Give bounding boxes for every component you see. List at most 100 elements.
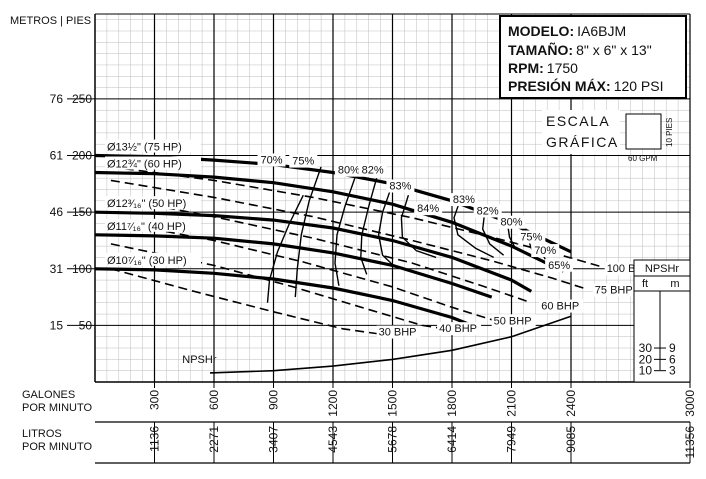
head-curve-label-bg <box>105 156 201 170</box>
x-axis-title-gpm: GALONES POR MINUTO <box>22 389 93 414</box>
efficiency-label-bg <box>545 258 574 272</box>
x-tick-label: 3000 <box>683 390 697 417</box>
efficiency-label: 82% <box>477 205 499 217</box>
info-model: MODELO: IA6BJM <box>508 23 626 39</box>
x-axis-title-lpm: LITROS POR MINUTO <box>22 428 93 453</box>
y-tick-label-m: 31 <box>50 262 64 276</box>
npshr-tick-label-ft: 10 <box>639 364 653 378</box>
efficiency-label-bg <box>386 179 415 193</box>
head-curve <box>94 233 493 299</box>
scale-title-2: GRÁFICA <box>546 134 619 150</box>
y-tick-label-m: 46 <box>50 205 64 219</box>
head-curve-label-bg <box>105 139 201 153</box>
x2-tick-label: 7949 <box>505 426 519 453</box>
y-tick-label-ft: 50 <box>79 318 93 332</box>
x2-tick-label: 4543 <box>326 426 340 453</box>
efficiency-label-bg <box>358 163 387 177</box>
efficiency-line <box>400 194 437 259</box>
npshr-axis: NPSHr ft m 30 9 20 6 10 3 <box>633 259 691 383</box>
head-curve-label: Ø10⁷⁄₁₆" (30 HP) <box>107 255 187 267</box>
head-curve-label: Ø11⁷⁄₁₆" (40 HP) <box>107 221 186 233</box>
scale-title-1: ESCALA <box>546 113 610 129</box>
efficiency-label: 83% <box>389 181 411 193</box>
x2-tick-label: 11356 <box>683 426 697 459</box>
bhp-label-bg <box>437 322 482 336</box>
efficiency-line <box>266 194 304 303</box>
head-curve-label: Ø12³⁄₁₆" (50 HP) <box>107 198 186 210</box>
y-tick-label-ft: 150 <box>72 205 92 219</box>
x-tick-label: 1800 <box>445 390 459 417</box>
y-tick-label-m: 76 <box>50 92 64 106</box>
y-tick-label-ft: 200 <box>72 149 92 163</box>
y-tick-label-m: 15 <box>50 318 64 332</box>
npshr-curve <box>209 315 572 374</box>
npshr-tick-label-m: 3 <box>669 364 676 378</box>
head-curve-label-bg <box>105 196 201 210</box>
x-tick-label: 2400 <box>564 390 578 417</box>
efficiency-label: 75% <box>292 156 314 168</box>
efficiency-label: 80% <box>500 217 522 229</box>
x2-tick-label: 3407 <box>267 426 281 453</box>
head-curve-label: Ø12¾" (60 HP) <box>107 159 182 171</box>
scale-height-label: 10 PIES <box>665 118 674 147</box>
info-pressure: PRESIÓN MÁX: 120 PSI <box>508 77 664 94</box>
efficiency-label: 82% <box>362 165 384 177</box>
bhp-label-bg <box>592 283 637 297</box>
efficiency-label-bg <box>414 202 443 216</box>
bhp-label-bg <box>376 325 421 339</box>
npshr-line <box>209 315 572 374</box>
info-rpm: RPM: 1750 <box>508 60 578 76</box>
x2-tick-label: 5678 <box>386 426 400 453</box>
bhp-label: 60 BHP <box>541 301 579 313</box>
y-tick-label-ft: 250 <box>72 92 92 106</box>
x-tick-label: 1500 <box>386 390 400 417</box>
bhp-label: 75 BHP <box>595 285 633 297</box>
efficiency-label: 84% <box>417 203 439 215</box>
npshr-unit-m: m <box>670 278 679 290</box>
info-size: TAMAÑO: 8" x 6" x 13" <box>508 41 652 58</box>
x2-tick-label: 2271 <box>207 426 221 453</box>
x-tick-label: 900 <box>267 390 281 410</box>
bhp-label-bg <box>491 314 536 328</box>
npshr-tick-label-ft: 30 <box>639 341 653 355</box>
y-tick-label-m: 61 <box>50 149 64 163</box>
efficiency-line <box>453 200 495 259</box>
bhp-line <box>110 179 588 290</box>
scale-width-label: 60 GPM <box>628 154 658 163</box>
head-curve-label-bg <box>105 218 201 232</box>
chart-labels: Ø13½" (75 HP) Ø12¾" (60 HP) Ø12³⁄₁₆" (50 H… <box>105 139 651 366</box>
info-box: MODELO: IA6BJM TAMAÑO: 8" x 6" x 13" RPM: 1… <box>499 15 687 99</box>
head-curve-label: Ø13½" (75 HP) <box>107 142 182 154</box>
head-curve <box>94 210 533 293</box>
efficiency-label: 70% <box>534 245 556 257</box>
npshr-tick-label-ft: 20 <box>639 352 653 366</box>
efficiency-label-bg <box>517 230 546 244</box>
bhp-lines <box>110 166 602 336</box>
x2-tick-label: 6414 <box>445 426 459 453</box>
efficiency-label-bg <box>289 154 318 168</box>
efficiency-label: 80% <box>338 165 360 177</box>
efficiency-label-bg <box>497 215 526 229</box>
head-curve-label-bg <box>105 252 201 266</box>
scale-box: ESCALA GRÁFICA 60 GPM 10 PIES <box>542 110 674 163</box>
bhp-label: 50 BHP <box>494 315 532 327</box>
npshr-axis-title: NPSHr <box>645 263 680 275</box>
x2-tick-label: 1136 <box>148 426 162 452</box>
head-curve <box>94 170 552 267</box>
efficiency-label-bg <box>473 204 502 218</box>
npshr-tick-label-m: 9 <box>669 341 676 355</box>
y-axis-title: METROS | PIES <box>10 15 91 27</box>
bhp-line <box>110 268 383 336</box>
efficiency-label: 83% <box>453 194 475 206</box>
efficiency-label-bg <box>531 244 560 258</box>
bhp-line <box>110 166 602 268</box>
head-curve <box>94 267 473 327</box>
x2-tick-label: 9085 <box>564 426 578 453</box>
x-tick-label: 600 <box>207 390 221 410</box>
efficiency-label-bg <box>449 193 478 207</box>
npshr-unit-ft: ft <box>642 278 648 290</box>
npshr-label: NPSHr <box>182 354 217 366</box>
